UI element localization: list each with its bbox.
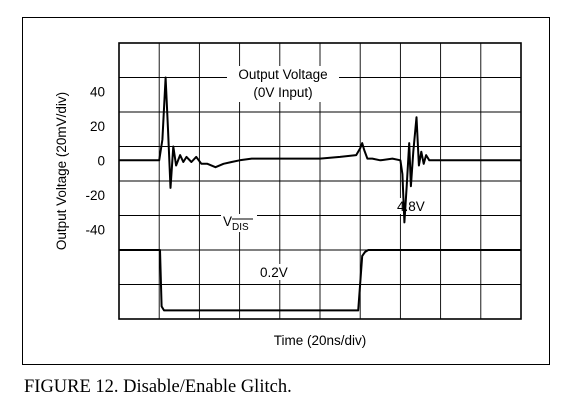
figure-caption: FIGURE 12. Disable/Enable Glitch. [24,377,292,397]
y-tick-label: 0 [97,153,105,168]
chart-svg: 40 20 0 -20 -40 Output Voltage (20mV/div) Time… [54,42,522,348]
vdis-label: V [223,214,232,229]
y-tick-label: -40 [85,222,105,237]
high-level-label: 4.8V [397,199,425,214]
output-voltage-sublabel: (0V Input) [253,85,312,100]
output-label-background [227,66,339,102]
plot-area-border [118,42,522,320]
vdis-trace [119,249,521,312]
vdis-label-background [221,214,257,232]
output-voltage-trace [119,76,521,224]
y-tick-label: -20 [85,188,105,203]
low-level-label: 0.2V [260,265,288,280]
x-axis-title: Time (20ns/div) [274,333,367,348]
low-level-label-background [257,264,293,280]
vdis-label-subscript: DIS [232,222,249,233]
y-tick-label: 40 [90,84,105,99]
output-voltage-label: Output Voltage [238,67,327,82]
y-tick-label: 20 [90,119,105,134]
y-axis-title: Output Voltage (20mV/div) [54,92,69,250]
figure-frame: 40 20 0 -20 -40 Output Voltage (20mV/div) Time… [22,17,550,365]
